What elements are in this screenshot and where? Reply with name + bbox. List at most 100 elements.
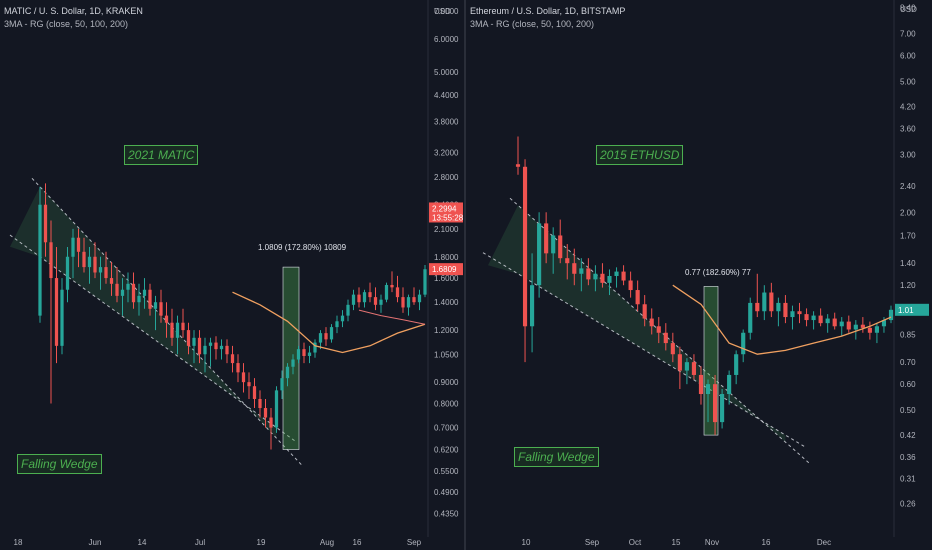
- time-tick-label: 16: [762, 538, 771, 547]
- wedge-fill: [10, 186, 277, 439]
- candle-body: [825, 318, 830, 324]
- candle-body: [186, 330, 191, 346]
- candle-body: [628, 280, 633, 291]
- annotation-year-label[interactable]: 2021 MATIC: [124, 145, 199, 165]
- candle-body: [727, 374, 732, 395]
- candle-body: [846, 321, 851, 330]
- candle-body: [888, 309, 894, 321]
- candle-body: [357, 294, 361, 303]
- currency-label: USD: [434, 7, 451, 16]
- candle-body: [867, 327, 872, 333]
- candle-body: [148, 289, 152, 309]
- chart-pane-ethusd[interactable]: 8.40 7.00 6.00 5.00 4.20 3.60 3.00 2.40 2.00 1.70…: [466, 0, 932, 550]
- indicator-legend[interactable]: 3MA - RG (close, 50, 100, 200): [470, 19, 595, 29]
- chart-pane-matic[interactable]: 7.0000 6.0000 5.0000 4.4000 3.8000 3.2000 2.80…: [0, 0, 464, 550]
- measure-label: 0.77 (182.60%) 77: [685, 268, 751, 277]
- candle-body: [586, 268, 591, 280]
- time-tick-label: Sep: [407, 538, 422, 547]
- candle-body: [192, 337, 196, 346]
- candle-body: [565, 258, 570, 264]
- candle-body: [544, 223, 549, 254]
- chart-title: MATIC / U. S. Dollar, 1D, KRAKEN: [4, 6, 143, 16]
- candle-body: [115, 283, 119, 296]
- candle-body: [635, 290, 640, 305]
- candle-body: [600, 273, 605, 283]
- price-tick-label: 2.1000: [434, 225, 459, 234]
- price-tick-label: 3.8000: [434, 118, 459, 127]
- price-tick-label: 7.0000: [434, 7, 459, 16]
- price-tag-text: 1.01: [898, 306, 914, 315]
- price-tick-label: 0.4900: [434, 488, 459, 497]
- price-tick-label: 4.20: [900, 102, 916, 111]
- time-tick-label: 18: [14, 538, 23, 547]
- pattern-label[interactable]: Falling Wedge: [514, 447, 599, 467]
- candle-body: [43, 204, 48, 243]
- price-tick-label: 1.40: [900, 259, 916, 268]
- candle-body: [741, 332, 746, 355]
- candle-body: [60, 289, 64, 346]
- indicator-legend[interactable]: 3MA - RG (close, 50, 100, 200): [4, 19, 129, 29]
- moving-average-line: [232, 291, 426, 354]
- time-tick-label: 16: [353, 538, 362, 547]
- candle-body: [811, 315, 816, 321]
- measure-box: [282, 266, 300, 450]
- candle-body: [401, 297, 405, 308]
- candle-body: [530, 285, 535, 327]
- candle-body: [142, 289, 147, 296]
- price-tag-text: 1.6809: [432, 265, 457, 274]
- price-tag-bg: [895, 303, 929, 316]
- candle-body: [280, 378, 284, 391]
- price-tag-text: 13:55:28: [432, 213, 464, 222]
- candle-body: [642, 304, 647, 319]
- candle-body: [65, 256, 70, 290]
- time-tick-label: Oct: [629, 538, 642, 547]
- time-tick-label: 10: [522, 538, 531, 547]
- candle-body: [87, 256, 92, 268]
- price-tick-label: 0.6200: [434, 446, 459, 455]
- price-tick-label: 1.8000: [434, 253, 459, 262]
- annotation-year-label[interactable]: 2015 ETHUSD: [596, 145, 684, 165]
- price-tick-label: 4.4000: [434, 91, 459, 100]
- candle-body: [769, 292, 774, 312]
- candle-body: [755, 302, 760, 312]
- candle-body: [362, 292, 367, 303]
- pattern-label[interactable]: Falling Wedge: [17, 454, 102, 474]
- candle-body: [762, 292, 767, 312]
- price-tick-label: 2.00: [900, 208, 916, 217]
- price-tick-label: 0.42: [900, 431, 916, 440]
- price-tick-label: 5.0000: [434, 68, 459, 77]
- candle-body: [551, 235, 556, 254]
- candle-body: [395, 287, 400, 298]
- time-tick-label: Dec: [817, 538, 831, 547]
- candle-body: [874, 326, 879, 333]
- price-tick-label: 0.60: [900, 380, 916, 389]
- price-tick-label: 3.60: [900, 124, 916, 133]
- time-tick-label: Jul: [195, 538, 205, 547]
- candle-body: [164, 315, 169, 323]
- candle-body: [208, 342, 213, 346]
- time-tick-label: Nov: [705, 538, 719, 547]
- candle-body: [203, 345, 207, 355]
- candle-body: [368, 292, 372, 298]
- candle-body: [340, 315, 345, 322]
- moving-average-line: [672, 284, 892, 355]
- candle-body: [318, 333, 323, 343]
- candle-body: [335, 321, 339, 328]
- wedge-lower-line: [9, 234, 297, 443]
- candle-body: [607, 275, 612, 283]
- time-tick-label: Sep: [585, 538, 600, 547]
- ethusd-chart-canvas[interactable]: 8.40 7.00 6.00 5.00 4.20 3.60 3.00 2.40 2.00 1.70…: [466, 0, 932, 550]
- candle-body: [236, 363, 240, 373]
- candle-body: [351, 294, 356, 305]
- price-tick-label: 0.5500: [434, 467, 459, 476]
- candle-body: [109, 278, 114, 284]
- candle-body: [705, 384, 711, 395]
- pane-divider[interactable]: [464, 0, 466, 550]
- matic-chart-canvas[interactable]: 7.0000 6.0000 5.0000 4.4000 3.8000 3.2000 2.80…: [0, 0, 464, 550]
- candle-body: [126, 283, 130, 290]
- candle-body: [104, 267, 108, 279]
- candle-body: [384, 284, 389, 300]
- candle-body: [181, 322, 185, 331]
- candle-body: [698, 374, 704, 395]
- candle-body: [170, 322, 174, 338]
